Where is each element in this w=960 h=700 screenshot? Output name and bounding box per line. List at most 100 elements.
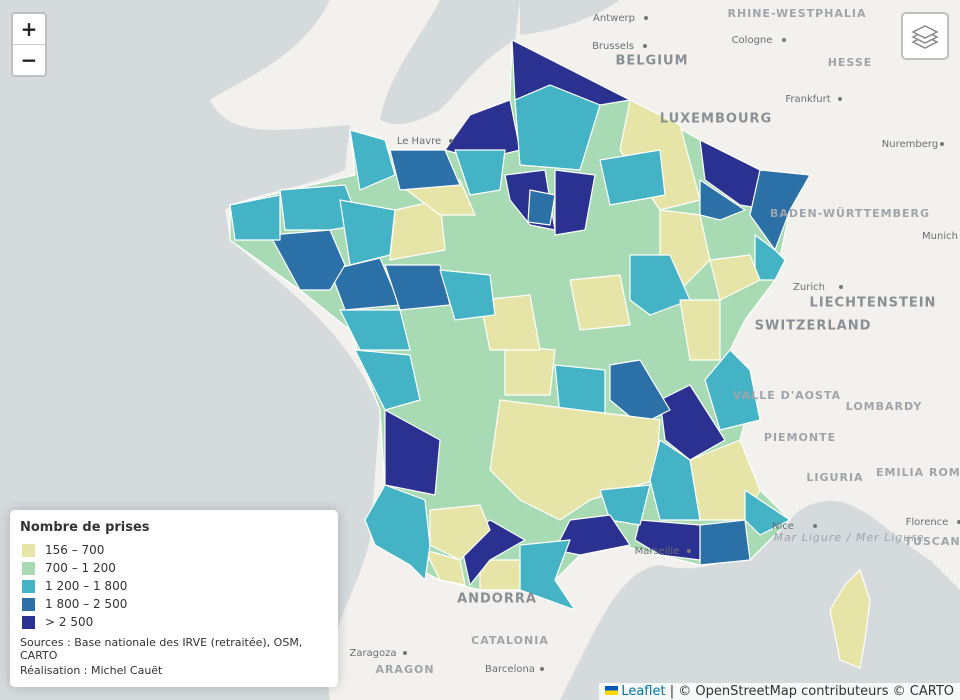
- leaflet-link[interactable]: Leaflet: [621, 684, 666, 699]
- region: [364, 484, 431, 581]
- legend-author: Réalisation : Michel Cauët: [20, 664, 163, 677]
- region: [634, 519, 701, 561]
- city-dot: [940, 142, 944, 146]
- city-label: Le Havre: [397, 136, 441, 147]
- legend-item: 1 200 – 1 800: [20, 577, 328, 595]
- region: [424, 549, 466, 586]
- city-label: Nuremberg: [882, 139, 938, 150]
- credits: © OpenStreetMap contributeurs © CARTO: [678, 684, 954, 699]
- region: [704, 349, 761, 431]
- zoom-out[interactable]: −: [13, 44, 45, 75]
- region: [339, 309, 411, 351]
- region-label: EMILIA ROMAGNA: [876, 466, 960, 479]
- region: [429, 504, 491, 561]
- region: [514, 84, 601, 171]
- city-dot: [403, 651, 407, 655]
- city-dot: [687, 549, 691, 553]
- region: [269, 229, 346, 291]
- flag: [605, 686, 619, 695]
- region-label: LOMBARDY: [846, 400, 923, 413]
- region: [744, 489, 791, 536]
- country-label: LUXEMBOURG: [660, 112, 772, 127]
- country-label: LIECHTENSTEIN: [810, 296, 937, 311]
- city-dot: [449, 139, 453, 143]
- legend-item: 1 800 – 2 500: [20, 595, 328, 613]
- region: [554, 169, 596, 236]
- region-label: TUSCANY: [904, 535, 960, 548]
- corsica: [829, 569, 871, 669]
- region: [699, 179, 746, 221]
- zoom-in[interactable]: +: [20, 17, 38, 41]
- region-label: PIEMONTE: [764, 431, 836, 444]
- legend-items: 156 – 700 700 – 1 200 1 200 – 1 800 1 800 –…: [20, 541, 328, 631]
- layers-control[interactable]: [901, 12, 949, 60]
- attribution: Leaflet | © OpenStreetMap contributeurs …: [599, 683, 960, 700]
- city-label: Brussels: [592, 41, 634, 52]
- region: [749, 169, 811, 251]
- region: [454, 149, 506, 196]
- sea: [520, 0, 620, 35]
- layers-icon: [911, 25, 939, 49]
- legend-label: 700 – 1 200: [45, 561, 116, 575]
- legend-label: 1 200 – 1 800: [45, 579, 128, 593]
- region-label: ARAGON: [375, 663, 434, 676]
- legend-label: 156 – 700: [45, 543, 105, 557]
- city-dot: [813, 524, 817, 528]
- city-label: Zurich: [793, 282, 825, 293]
- city-dot: [957, 520, 960, 524]
- country-label: SWITZERLAND: [755, 319, 872, 334]
- city-dot: [643, 44, 647, 48]
- city-label: Marseille: [635, 546, 680, 557]
- region: [699, 519, 751, 566]
- region: [527, 189, 556, 226]
- region: [504, 344, 556, 396]
- region: [229, 194, 281, 241]
- region: [629, 254, 691, 316]
- legend-item: > 2 500: [20, 613, 328, 631]
- legend-swatch: [22, 543, 35, 557]
- legend-title: Nombre de prises: [20, 520, 150, 535]
- sea-label: Mar Ligure / Mer Ligure: [773, 531, 924, 544]
- city-dot: [644, 16, 648, 20]
- region: [569, 274, 631, 331]
- legend-swatch: [22, 561, 35, 575]
- city-label: Munich: [922, 231, 958, 242]
- region: [339, 199, 396, 266]
- city-dot: [782, 38, 786, 42]
- legend-item: 700 – 1 200: [20, 559, 328, 577]
- region: [439, 269, 496, 321]
- zoom-control: + −: [11, 12, 47, 77]
- city-label: Florence: [906, 517, 949, 528]
- region: [354, 349, 421, 411]
- legend-swatch: [22, 615, 35, 629]
- city-label: Zaragoza: [349, 648, 396, 659]
- region-label: VALLE D'AOSTA: [733, 389, 841, 402]
- region: [754, 234, 786, 281]
- city-dot: [839, 285, 843, 289]
- region: [479, 294, 541, 351]
- region-label: BADEN-WÜRTTEMBERG: [770, 206, 930, 220]
- city-dot: [838, 97, 842, 101]
- region-label: LIGURIA: [806, 471, 863, 484]
- region: [349, 129, 396, 191]
- legend-sources: Sources : Base nationale des IRVE (retra…: [20, 636, 303, 662]
- region-label: RHINE-WESTPHALIA: [727, 7, 866, 20]
- country-label: BELGIUM: [615, 54, 688, 69]
- city-label: Cologne: [732, 35, 773, 46]
- legend: Nombre de prises 156 – 700 700 – 1 200 1 2…: [10, 510, 338, 687]
- legend-item: 156 – 700: [20, 541, 328, 559]
- region: [599, 484, 651, 526]
- region-label: CATALONIA: [471, 634, 549, 647]
- city-label: Nice: [772, 521, 794, 532]
- legend-label: 1 800 – 2 500: [45, 597, 128, 611]
- city-label: Barcelona: [485, 664, 535, 675]
- region-label: HESSE: [828, 56, 873, 69]
- legend-label: > 2 500: [45, 615, 94, 629]
- legend-swatch: [22, 579, 35, 593]
- region: [599, 149, 666, 206]
- legend-swatch: [22, 597, 35, 611]
- region: [649, 439, 701, 521]
- region: [679, 299, 721, 361]
- region: [389, 149, 461, 191]
